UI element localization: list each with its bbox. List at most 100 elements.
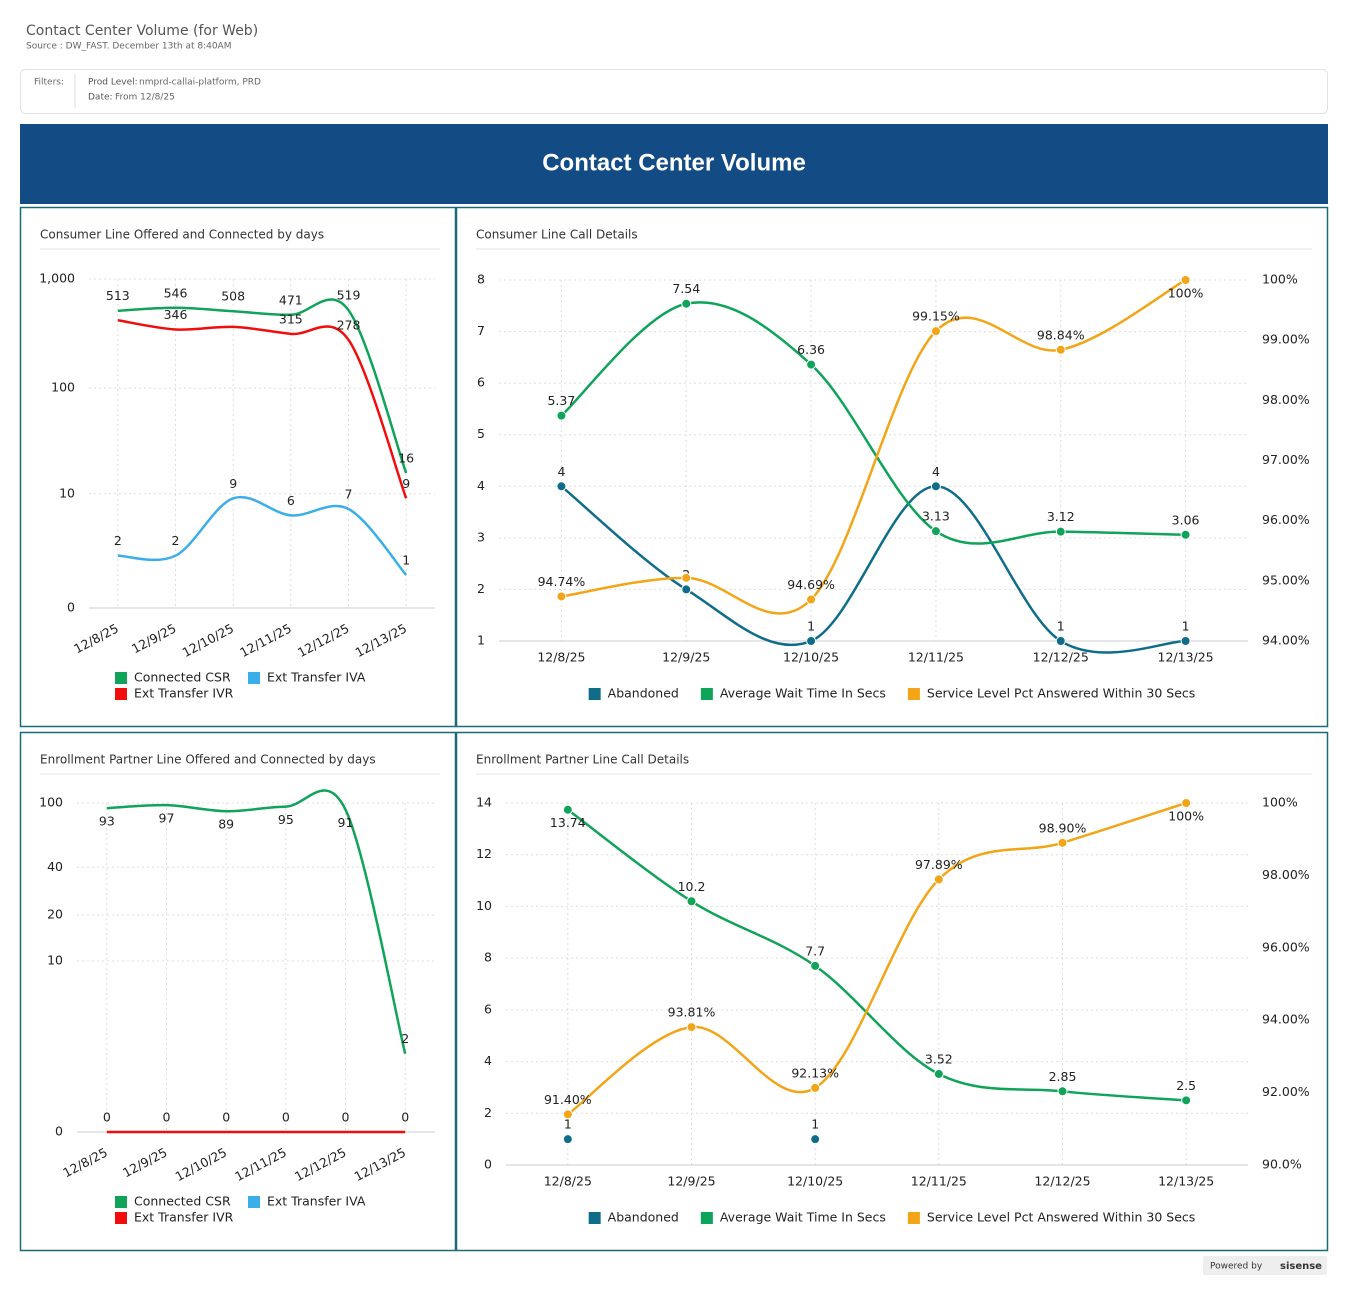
y-tick-label: 100 bbox=[51, 380, 75, 395]
data-label: 7.7 bbox=[805, 943, 825, 958]
data-label: 2.5 bbox=[1176, 1078, 1196, 1093]
x-tick-label: 12/8/25 bbox=[537, 650, 585, 665]
x-tick-label: 12/10/25 bbox=[783, 650, 839, 665]
data-label: 471 bbox=[279, 292, 303, 307]
x-tick-label: 12/11/25 bbox=[232, 1144, 289, 1184]
data-label: 315 bbox=[279, 311, 303, 326]
legend-label: Connected CSR bbox=[134, 1194, 231, 1209]
filter-name[interactable]: Date: bbox=[88, 93, 113, 103]
point bbox=[686, 1022, 697, 1033]
data-label: 1 bbox=[402, 552, 410, 567]
data-label: 346 bbox=[164, 307, 188, 322]
y2-tick-label: 100% bbox=[1262, 795, 1298, 810]
point bbox=[562, 804, 573, 815]
data-label: 2 bbox=[172, 533, 180, 548]
data-label: 2 bbox=[114, 533, 122, 548]
legend-swatch bbox=[115, 672, 127, 684]
filter-value[interactable]: From 12/8/25 bbox=[115, 93, 175, 103]
brand: sisense bbox=[1280, 1261, 1322, 1272]
data-label: 89 bbox=[218, 817, 234, 832]
data-label: 1 bbox=[811, 1117, 819, 1132]
panel bbox=[455, 731, 1329, 1252]
point bbox=[806, 636, 817, 646]
y-tick-label: 6 bbox=[477, 375, 485, 390]
x-tick-label: 12/9/25 bbox=[662, 650, 710, 665]
y-tick-label: 0 bbox=[55, 1124, 63, 1139]
y-tick-label: 4 bbox=[484, 1053, 492, 1068]
series-line bbox=[117, 319, 408, 499]
y-tick-label: 5 bbox=[477, 426, 485, 441]
x-tick-label: 12/12/25 bbox=[295, 620, 352, 660]
y-tick-label: 4 bbox=[477, 478, 485, 493]
y2-tick-label: 99.00% bbox=[1262, 332, 1310, 347]
point bbox=[681, 572, 692, 583]
legend-swatch bbox=[115, 688, 127, 700]
series-line bbox=[567, 801, 1187, 1116]
data-label: 93 bbox=[99, 814, 115, 829]
data-label: 3.13 bbox=[922, 509, 950, 524]
data-label: 95 bbox=[278, 812, 294, 827]
data-label: 91.40% bbox=[544, 1092, 592, 1107]
legend-swatch bbox=[700, 688, 713, 700]
widget-title: Enrollment Partner Line Offered and Conn… bbox=[40, 753, 376, 767]
data-label: 5.37 bbox=[547, 393, 575, 408]
point bbox=[1057, 837, 1068, 848]
legend-swatch bbox=[588, 1212, 601, 1224]
series-line bbox=[117, 495, 408, 576]
x-tick-label: 12/12/25 bbox=[1034, 1174, 1090, 1189]
filter-name[interactable]: Prod Level: bbox=[88, 78, 138, 88]
data-label: 3.06 bbox=[1172, 512, 1200, 527]
point bbox=[681, 298, 692, 309]
data-label: 0 bbox=[222, 1110, 230, 1125]
y-tick-label: 0 bbox=[484, 1157, 492, 1172]
y-tick-label: 10 bbox=[47, 953, 63, 968]
y2-tick-label: 96.00% bbox=[1262, 512, 1310, 527]
legend-label: Ext Transfer IVR bbox=[134, 686, 234, 701]
y-tick-label: 10 bbox=[476, 898, 492, 913]
data-label: 2.85 bbox=[1049, 1069, 1077, 1084]
y-tick-label: 6 bbox=[484, 1001, 492, 1016]
panel bbox=[19, 731, 457, 1252]
x-tick-label: 12/10/25 bbox=[180, 620, 237, 660]
data-label: 97 bbox=[159, 811, 175, 826]
y2-tick-label: 96.00% bbox=[1262, 939, 1310, 954]
y-tick-label: 1 bbox=[477, 633, 485, 648]
point bbox=[1180, 275, 1191, 285]
data-label: 1 bbox=[564, 1117, 572, 1132]
legend-label: Ext Transfer IVR bbox=[134, 1210, 234, 1225]
data-label: 94.69% bbox=[787, 577, 835, 592]
data-label: 0 bbox=[282, 1110, 290, 1125]
point bbox=[930, 326, 941, 337]
legend-swatch bbox=[700, 1212, 713, 1224]
data-label: 92.13% bbox=[791, 1065, 839, 1080]
point bbox=[681, 584, 692, 595]
point bbox=[562, 1109, 573, 1120]
point bbox=[1055, 344, 1066, 355]
filter-value[interactable]: nmprd-callai-platform, PRD bbox=[139, 78, 261, 88]
data-label: 99.15% bbox=[912, 309, 960, 324]
filter-box bbox=[20, 69, 1328, 114]
data-label: 0 bbox=[401, 1110, 409, 1125]
powered-badge[interactable] bbox=[1203, 1256, 1327, 1275]
y2-tick-label: 94.00% bbox=[1262, 1012, 1310, 1027]
point bbox=[1055, 636, 1066, 646]
data-label: 1 bbox=[807, 619, 815, 634]
point bbox=[556, 410, 567, 421]
legend-label: Connected CSR bbox=[134, 670, 231, 685]
legend-swatch bbox=[115, 1196, 127, 1208]
y2-tick-label: 98.00% bbox=[1262, 867, 1310, 882]
data-label: 1 bbox=[1057, 619, 1065, 634]
point bbox=[810, 960, 821, 971]
point bbox=[810, 1134, 821, 1145]
data-label: 6 bbox=[287, 493, 295, 508]
panel bbox=[19, 206, 457, 728]
data-label: 4 bbox=[932, 464, 940, 479]
series-line bbox=[106, 789, 407, 1054]
point bbox=[686, 896, 697, 907]
data-label: 10.2 bbox=[678, 879, 706, 894]
data-label: 98.90% bbox=[1039, 820, 1087, 835]
y-tick-label: 10 bbox=[59, 485, 75, 500]
banner bbox=[20, 124, 1328, 204]
legend-label: Service Level Pct Answered Within 30 Sec… bbox=[927, 686, 1195, 701]
x-tick-label: 12/9/25 bbox=[120, 1144, 170, 1180]
